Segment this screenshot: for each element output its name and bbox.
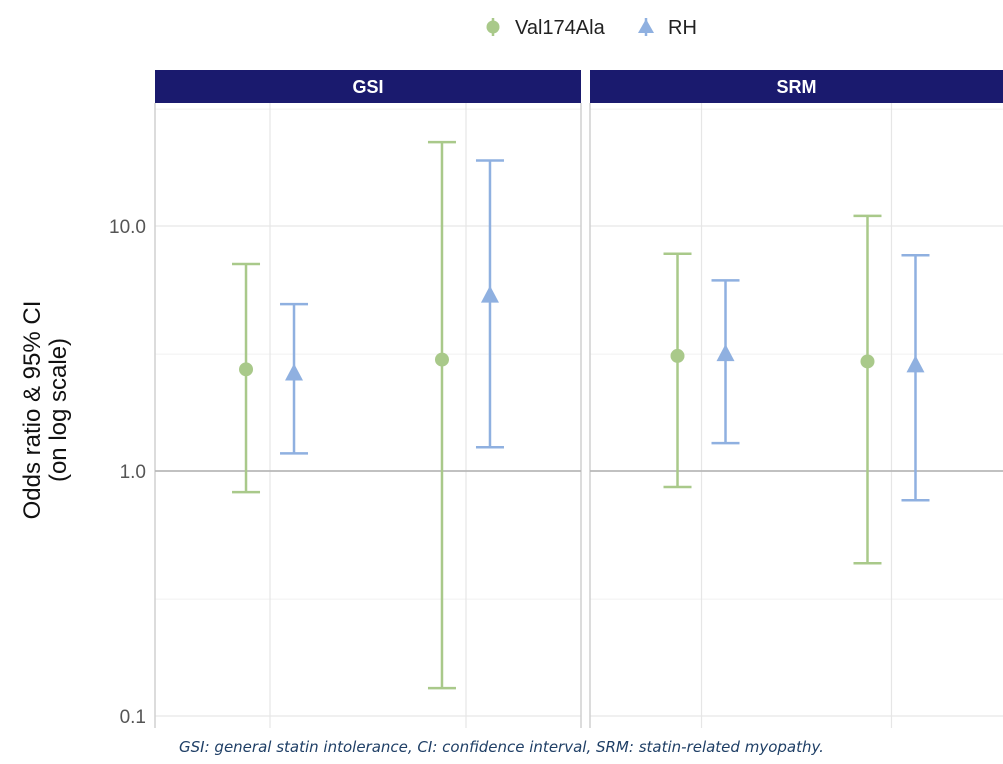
error-bar-val174ala xyxy=(232,262,261,494)
point-estimate-circle xyxy=(239,362,254,377)
facet-strip xyxy=(155,70,581,103)
y-axis-title-line2: (on log scale) xyxy=(45,338,72,482)
legend: Val174Ala RH xyxy=(486,17,697,39)
error-bar-rh xyxy=(475,159,504,449)
panel-background xyxy=(590,103,1003,728)
facet-strip xyxy=(590,70,1003,103)
legend-label-val174ala: Val174Ala xyxy=(515,17,606,39)
y-tick-label: 10.0 xyxy=(109,217,146,238)
legend-label-rh: RH xyxy=(668,17,697,39)
point-estimate-circle xyxy=(670,348,685,363)
panel-gsi: GSI xyxy=(154,70,582,728)
point-estimate-triangle xyxy=(716,344,735,362)
point-estimate-triangle xyxy=(906,355,925,373)
panel-srm: SRM xyxy=(589,70,1003,728)
point-estimate-triangle xyxy=(285,363,304,381)
error-bar-rh xyxy=(901,253,930,502)
error-bar-rh xyxy=(280,302,309,455)
point-estimate-circle xyxy=(860,354,875,369)
y-tick-label: 0.1 xyxy=(120,707,146,728)
y-axis-title-line1: Odds ratio & 95% CI xyxy=(19,301,46,520)
error-bar-val174ala xyxy=(853,214,882,565)
point-estimate-circle xyxy=(434,352,449,367)
facet-strip-label: SRM xyxy=(777,77,817,97)
figure-caption: GSI: general statin intolerance, CI: con… xyxy=(179,738,824,756)
point-estimate-triangle xyxy=(480,285,499,303)
error-bar-val174ala xyxy=(663,252,692,489)
y-axis-title: Odds ratio & 95% CI (on log scale) xyxy=(19,301,72,520)
legend-key-triangle xyxy=(638,19,654,33)
error-bar-val174ala xyxy=(427,140,456,690)
facet-strip-label: GSI xyxy=(352,77,383,97)
odds-ratio-chart: Val174Ala RH Odds ratio & 95% CI (on log sc… xyxy=(19,17,1003,728)
error-bar-rh xyxy=(711,279,740,445)
y-tick-label: 1.0 xyxy=(120,462,146,483)
legend-key-circle xyxy=(486,20,500,34)
panel-background xyxy=(155,103,581,728)
